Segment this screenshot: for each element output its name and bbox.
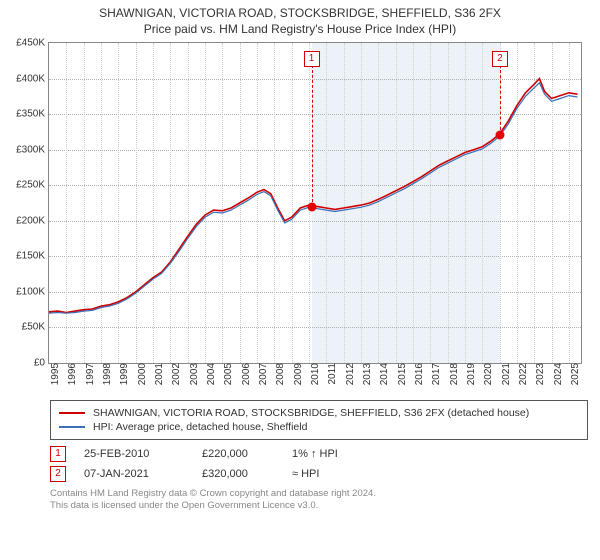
y-axis-label: £150K xyxy=(16,251,49,262)
transaction-marker xyxy=(495,131,504,140)
x-axis-label: 2010 xyxy=(306,363,321,385)
series-line-hpi xyxy=(49,83,578,313)
transaction-date: 07-JAN-2021 xyxy=(84,468,184,480)
x-axis-label: 2006 xyxy=(237,363,252,385)
x-axis-label: 2000 xyxy=(133,363,148,385)
legend-label-property: SHAWNIGAN, VICTORIA ROAD, STOCKSBRIDGE, … xyxy=(93,407,529,419)
transaction-marker xyxy=(307,202,316,211)
x-axis-label: 2017 xyxy=(427,363,442,385)
y-axis-label: £450K xyxy=(16,38,49,49)
x-axis-label: 2013 xyxy=(358,363,373,385)
transaction-row: 1 25-FEB-2010 £220,000 1% ↑ HPI xyxy=(50,446,588,462)
transaction-flag-2: 2 xyxy=(50,466,66,482)
x-axis-label: 2007 xyxy=(254,363,269,385)
x-axis-label: 2018 xyxy=(445,363,460,385)
x-axis-label: 2014 xyxy=(375,363,390,385)
x-axis-label: 2003 xyxy=(185,363,200,385)
x-axis-label: 2016 xyxy=(410,363,425,385)
y-axis-label: £300K xyxy=(16,144,49,155)
flag-line xyxy=(500,65,501,135)
y-axis-label: £200K xyxy=(16,215,49,226)
title-line-1: SHAWNIGAN, VICTORIA ROAD, STOCKSBRIDGE, … xyxy=(0,6,600,20)
x-axis-label: 2019 xyxy=(462,363,477,385)
x-axis-label: 2004 xyxy=(202,363,217,385)
x-axis-label: 2022 xyxy=(514,363,529,385)
legend-label-hpi: HPI: Average price, detached house, Shef… xyxy=(93,421,307,433)
transaction-price: £320,000 xyxy=(202,468,274,480)
footer-line-1: Contains HM Land Registry data © Crown c… xyxy=(50,488,588,500)
transaction-delta: ≈ HPI xyxy=(292,468,382,480)
series-line-property xyxy=(49,79,578,313)
y-axis-label: £100K xyxy=(16,286,49,297)
x-axis-label: 2011 xyxy=(323,363,338,385)
legend-item-property: SHAWNIGAN, VICTORIA ROAD, STOCKSBRIDGE, … xyxy=(59,407,579,419)
y-axis-label: £250K xyxy=(16,180,49,191)
x-axis-label: 2012 xyxy=(341,363,356,385)
chart-title: SHAWNIGAN, VICTORIA ROAD, STOCKSBRIDGE, … xyxy=(0,0,600,36)
x-axis-label: 1996 xyxy=(63,363,78,385)
transaction-flag: 2 xyxy=(492,51,508,67)
x-axis-label: 2005 xyxy=(219,363,234,385)
y-axis-label: £400K xyxy=(16,73,49,84)
transaction-delta: 1% ↑ HPI xyxy=(292,448,382,460)
x-axis-label: 1999 xyxy=(115,363,130,385)
x-axis-label: 2015 xyxy=(393,363,408,385)
x-axis-label: 2020 xyxy=(479,363,494,385)
transactions-table: 1 25-FEB-2010 £220,000 1% ↑ HPI 2 07-JAN… xyxy=(50,446,588,482)
footer-attribution: Contains HM Land Registry data © Crown c… xyxy=(50,488,588,513)
x-axis-label: 2021 xyxy=(497,363,512,385)
x-axis-label: 2009 xyxy=(289,363,304,385)
transaction-price: £220,000 xyxy=(202,448,274,460)
y-axis-label: £350K xyxy=(16,109,49,120)
x-axis-label: 1998 xyxy=(98,363,113,385)
y-axis-label: £50K xyxy=(22,322,49,333)
legend-swatch-hpi xyxy=(59,426,85,428)
transaction-flag-1: 1 xyxy=(50,446,66,462)
footer-line-2: This data is licensed under the Open Gov… xyxy=(50,500,588,512)
x-axis-label: 1997 xyxy=(81,363,96,385)
x-axis-label: 1995 xyxy=(46,363,61,385)
x-axis-label: 2025 xyxy=(566,363,581,385)
x-axis-label: 2001 xyxy=(150,363,165,385)
transaction-date: 25-FEB-2010 xyxy=(84,448,184,460)
transaction-row: 2 07-JAN-2021 £320,000 ≈ HPI xyxy=(50,466,588,482)
legend-swatch-property xyxy=(59,412,85,414)
legend-item-hpi: HPI: Average price, detached house, Shef… xyxy=(59,421,579,433)
x-axis-label: 2008 xyxy=(271,363,286,385)
flag-line xyxy=(312,65,313,207)
transaction-flag: 1 xyxy=(304,51,320,67)
legend: SHAWNIGAN, VICTORIA ROAD, STOCKSBRIDGE, … xyxy=(50,400,588,440)
price-chart: £0£50K£100K£150K£200K£250K£300K£350K£400… xyxy=(48,42,582,364)
x-axis-label: 2023 xyxy=(531,363,546,385)
x-axis-label: 2002 xyxy=(167,363,182,385)
title-line-2: Price paid vs. HM Land Registry's House … xyxy=(0,22,600,36)
x-axis-label: 2024 xyxy=(549,363,564,385)
